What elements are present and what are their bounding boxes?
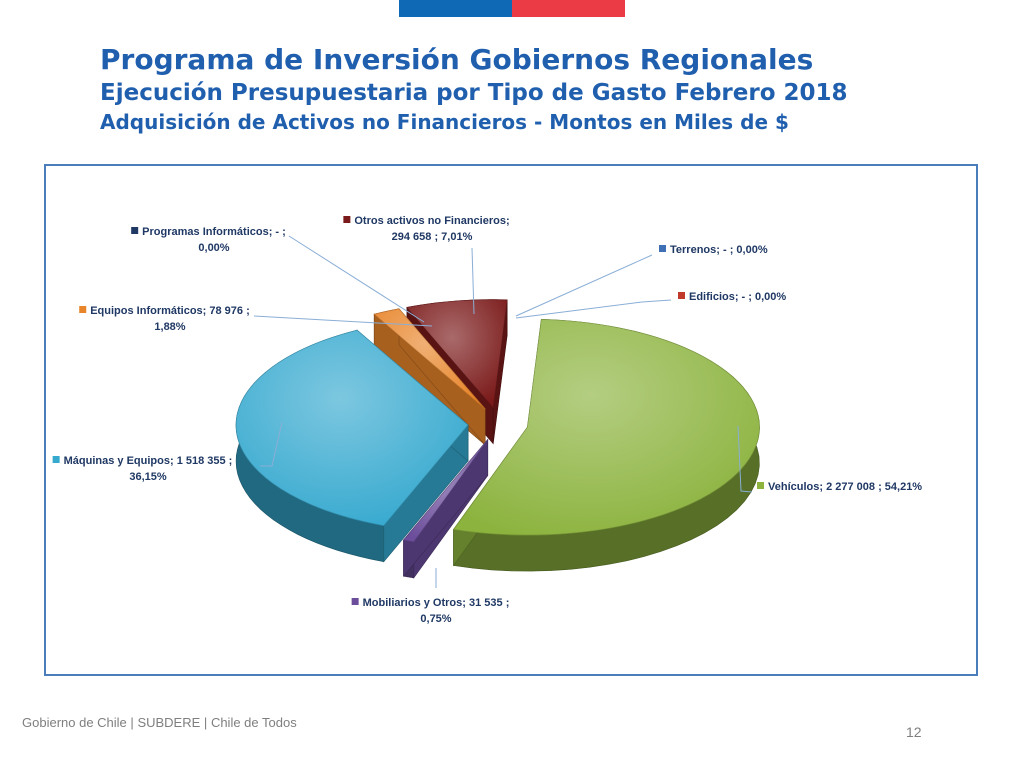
pie-slice-mobiliarios-y-otros xyxy=(402,438,489,579)
footer-org-3: Chile de Todos xyxy=(210,715,297,730)
data-label-pct-programas-inform-ticos: 0,00% xyxy=(198,242,229,254)
legend-marker-mobiliarios-y-otros xyxy=(351,598,359,605)
legend-marker-programas-inform-ticos xyxy=(131,227,139,234)
data-label-pct-mobiliarios-y-otros: 0,75% xyxy=(420,613,451,625)
title-block: Programa de Inversión Gobiernos Regional… xyxy=(100,42,1000,136)
leader-line-equipos-inform-ticos xyxy=(253,315,433,327)
data-label-m-quinas-y-equipos: Máquinas y Equipos; 1 518 355 ; xyxy=(64,455,233,467)
data-label-pct-m-quinas-y-equipos: 36,15% xyxy=(129,471,167,483)
footer-org-1: Gobierno de Chile xyxy=(22,715,127,730)
leader-line-otros-activos-no-financieros xyxy=(471,247,475,315)
chart-frame: Vehículos; 2 277 008 ; 54,21% Mobiliarios… xyxy=(44,164,978,676)
pie-slice-veh-culos xyxy=(452,318,760,572)
flag-blue-stripe xyxy=(399,0,512,17)
leader-line-programas-inform-ticos xyxy=(288,235,425,323)
pie-chart: Vehículos; 2 277 008 ; 54,21% Mobiliarios… xyxy=(52,215,922,625)
data-label-equipos-inform-ticos: Equipos Informáticos; 78 976 ; xyxy=(90,305,250,317)
footer-org-2: SUBDERE xyxy=(137,715,201,730)
leader-line-m-quinas-y-equipos xyxy=(260,421,283,467)
leader-line-terrenos xyxy=(515,254,653,317)
data-label-edificios: Edificios; - ; 0,00% xyxy=(689,291,786,303)
footer-separator-1: | xyxy=(130,715,134,730)
leader-line-edificios xyxy=(515,299,672,319)
pie-slice-m-quinas-y-equipos xyxy=(235,329,469,563)
data-label-mobiliarios-y-otros: Mobiliarios y Otros; 31 535 ; xyxy=(363,597,510,609)
flag-bar xyxy=(399,0,625,17)
data-label-otros-activos-no-financieros: Otros activos no Financieros; xyxy=(354,215,509,227)
data-label-programas-inform-ticos: Programas Informáticos; - ; xyxy=(142,226,286,238)
legend-marker-edificios xyxy=(678,292,685,299)
page-number: 12 xyxy=(906,724,922,740)
flag-red-stripe xyxy=(512,0,625,17)
data-label-veh-culos: Vehículos; 2 277 008 ; 54,21% xyxy=(768,481,922,493)
legend-marker-terrenos xyxy=(659,245,666,252)
legend-marker-veh-culos xyxy=(757,482,764,489)
footer-separator-2: | xyxy=(203,715,208,730)
page-subtitle-2: Adquisición de Activos no Financieros - … xyxy=(100,110,789,134)
pie-slice-equipos-inform-ticos xyxy=(373,307,486,446)
legend-marker-otros-activos-no-financieros xyxy=(343,216,351,223)
legend-marker-equipos-inform-ticos xyxy=(79,306,87,313)
legend-marker-m-quinas-y-equipos xyxy=(52,456,60,463)
data-label-pct-otros-activos-no-financieros: 294 658 ; 7,01% xyxy=(392,231,473,243)
page-subtitle: Ejecución Presupuestaria por Tipo de Gas… xyxy=(100,80,848,106)
footer-text: Gobierno de Chile | SUBDERE | Chile de T… xyxy=(22,715,297,730)
data-label-pct-equipos-inform-ticos: 1,88% xyxy=(154,321,185,333)
page-title: Programa de Inversión Gobiernos Regional… xyxy=(100,43,814,76)
data-label-terrenos: Terrenos; - ; 0,00% xyxy=(670,244,768,256)
leader-line-veh-culos xyxy=(737,425,753,493)
